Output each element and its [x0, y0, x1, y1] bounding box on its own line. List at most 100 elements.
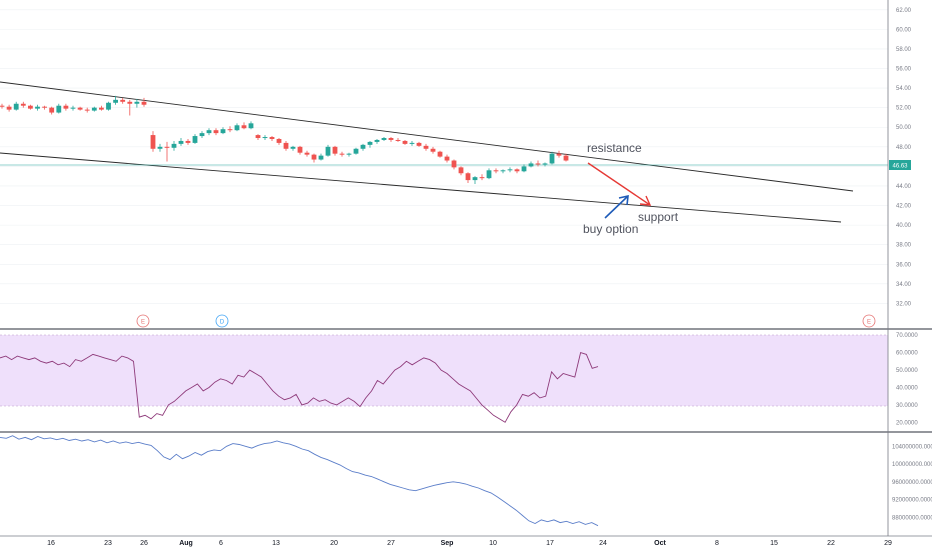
price-tick-label: 42.00: [896, 204, 912, 210]
event-marker-earnings-1[interactable]: E: [136, 314, 150, 328]
candle-body: [325, 146, 331, 156]
candle-body: [283, 142, 289, 149]
obv-pane[interactable]: [0, 435, 599, 527]
candle-body: [374, 139, 380, 142]
candle-body: [171, 143, 177, 148]
candle-body: [423, 145, 429, 149]
rsi-pane[interactable]: [0, 334, 888, 423]
time-tick-label: 23: [104, 540, 112, 547]
candle-body: [290, 146, 296, 149]
candle-body: [416, 142, 422, 146]
candle-body: [220, 129, 226, 134]
event-marker-earnings-2[interactable]: E: [862, 314, 876, 328]
price-tick-label: 52.00: [896, 106, 912, 112]
candle-body: [444, 156, 450, 161]
candle-body: [395, 139, 401, 141]
candle-body: [241, 125, 247, 129]
obv-axis[interactable]: 104000000.0000 100000000.0000 96000000.000…: [892, 444, 932, 521]
candle-body: [479, 177, 485, 179]
candle-body: [127, 101, 133, 104]
candle-body: [535, 163, 541, 165]
red-arrow[interactable]: [587, 162, 652, 206]
candle-body: [346, 153, 352, 155]
obv-tick-label: 88000000.0000: [892, 515, 932, 521]
price-grid: [0, 9, 888, 304]
candle-body: [528, 163, 534, 167]
candle-body: [106, 102, 111, 110]
candle-body: [42, 106, 47, 108]
candle-body: [206, 130, 212, 134]
candlesticks: [0, 95, 569, 185]
rsi-tick-label: 40.0000: [896, 385, 918, 391]
candle-body: [437, 151, 443, 157]
price-pane[interactable]: resistance support buy option E D E: [0, 9, 888, 328]
time-tick-label: 8: [715, 540, 719, 547]
trendlines[interactable]: [0, 81, 854, 223]
lower-trendline[interactable]: [0, 152, 842, 223]
candle-body: [465, 173, 471, 181]
price-tick-label: 56.00: [896, 67, 912, 73]
candle-body: [13, 103, 19, 110]
candle-body: [304, 152, 310, 155]
event-marker-dividend[interactable]: D: [215, 314, 229, 328]
candle-body: [430, 148, 436, 152]
candle-body: [451, 160, 457, 168]
price-tick-label: 34.00: [896, 282, 912, 288]
time-tick-label: 24: [599, 540, 607, 547]
candle-body: [409, 142, 415, 144]
blue-arrow[interactable]: [604, 194, 629, 219]
candle-body: [500, 170, 506, 172]
price-tick-label: 36.00: [896, 262, 912, 268]
candle-body: [556, 153, 562, 156]
candle-body: [56, 105, 62, 113]
rsi-line: [0, 352, 599, 423]
candle-body: [381, 138, 387, 140]
rsi-tick-label: 70.0000: [896, 333, 918, 339]
candle-body: [164, 146, 170, 148]
candle-body: [367, 141, 373, 145]
upper-trendline[interactable]: [0, 81, 854, 192]
candle-body: [542, 163, 548, 165]
rsi-axis[interactable]: 70.0000 60.0000 50.0000 40.0000 30.0000 20.00…: [896, 333, 918, 426]
candle-body: [134, 101, 140, 104]
candle-body: [514, 169, 520, 172]
price-axis[interactable]: 62.00 60.00 58.00 56.00 54.00 52.00 50.00 48.00…: [896, 8, 912, 308]
time-tick-label: Oct: [654, 540, 666, 547]
buy-option-label: buy option: [583, 222, 638, 236]
candle-body: [360, 144, 366, 149]
candle-body: [276, 138, 282, 143]
candle-body: [6, 106, 12, 110]
candle-body: [563, 155, 569, 161]
price-tick-label: 38.00: [896, 243, 912, 249]
candle-body: [199, 133, 205, 137]
candle-body: [185, 140, 191, 143]
candle-body: [521, 166, 527, 172]
time-axis[interactable]: 16 23 26 Aug 6 13 20 27 Sep 10 17 24 Oct 8 15 22 29: [47, 540, 892, 547]
candle-body: [213, 130, 219, 134]
time-tick-label: 13: [272, 540, 280, 547]
svg-text:D: D: [220, 320, 225, 326]
candle-body: [178, 140, 184, 144]
candle-body: [549, 153, 555, 164]
obv-tick-label: 92000000.0000: [892, 498, 932, 504]
candle-body: [157, 146, 163, 149]
candle-body: [493, 170, 499, 172]
time-tick-label: Aug: [179, 540, 193, 547]
price-tick-label: 50.00: [896, 125, 912, 131]
price-tick-label: 60.00: [896, 27, 912, 33]
resistance-label: resistance: [587, 141, 642, 155]
candle-body: [339, 153, 345, 155]
time-tick-label: 29: [884, 540, 892, 547]
time-tick-label: 15: [770, 540, 778, 547]
candle-body: [49, 107, 55, 113]
obv-tick-label: 96000000.0000: [892, 480, 932, 486]
candle-body: [120, 99, 126, 102]
obv-tick-label: 100000000.0000: [892, 462, 932, 468]
last-price-tag: 46.63: [889, 160, 911, 170]
candle-body: [388, 138, 394, 140]
price-tick-label: 32.00: [896, 301, 912, 307]
candle-body: [63, 105, 69, 109]
time-tick-label: 22: [827, 540, 835, 547]
rsi-tick-label: 60.0000: [896, 351, 918, 357]
rsi-tick-label: 50.0000: [896, 368, 918, 374]
